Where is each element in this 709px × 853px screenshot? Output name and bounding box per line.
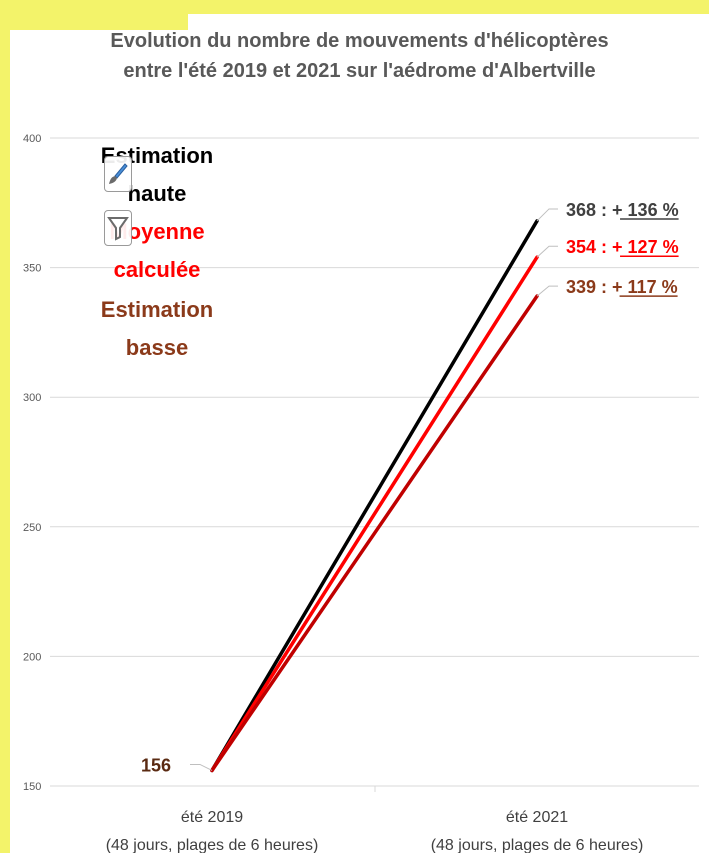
chart-title-line-1: Evolution du nombre de mouvements d'héli… (110, 30, 609, 52)
x-tick-label-1: été 2021 (506, 809, 568, 826)
y-tick-label-250: 250 (23, 522, 41, 534)
start-label: 156 (141, 755, 171, 775)
legend-mean-line-2: calculée (113, 257, 201, 282)
legend-low-line-2: basse (125, 335, 189, 360)
y-tick-label-150: 150 (23, 781, 41, 793)
legend-low-line-1: Estimation (100, 297, 214, 322)
legend-high-line-2: haute (127, 181, 187, 206)
legend-mean-line-1: Moyenne (109, 219, 205, 244)
chart-title-line-2: entre l'été 2019 et 2021 sur l'aédrome d… (123, 60, 596, 82)
end-label-leader-1 (536, 245, 558, 258)
end-label-1: 354 : + 127 % (566, 237, 679, 257)
x-tick-sublabel-1: (48 jours, plages de 6 heures) (431, 837, 644, 853)
x-tick-label-0: été 2019 (181, 809, 243, 826)
y-tick-label-350: 350 (23, 263, 41, 275)
end-label-0: 368 : + 136 % (566, 200, 679, 220)
series-line-2 (210, 294, 539, 773)
y-tick-label-200: 200 (23, 651, 41, 663)
top-tab (10, 14, 188, 30)
end-label-leader-0 (536, 208, 558, 222)
legend-high-line-1: Estimation (100, 143, 214, 168)
end-label-leader-2 (536, 285, 558, 297)
end-label-2: 339 : + 117 % (566, 277, 678, 297)
chart-frame: Evolution du nombre de mouvements d'héli… (10, 14, 709, 853)
y-tick-label-300: 300 (23, 392, 41, 404)
start-label-leader (190, 763, 213, 771)
series-line-1 (210, 255, 539, 773)
x-tick-sublabel-0: (48 jours, plages de 6 heures) (106, 837, 319, 853)
y-tick-label-400: 400 (23, 133, 41, 145)
brush-icon[interactable] (104, 156, 132, 192)
filter-icon[interactable] (104, 210, 132, 246)
series-line-0 (210, 219, 539, 773)
chart-plot: 150 200 250 300 350 400 été 2019 (48 jours, pla… (23, 133, 699, 853)
